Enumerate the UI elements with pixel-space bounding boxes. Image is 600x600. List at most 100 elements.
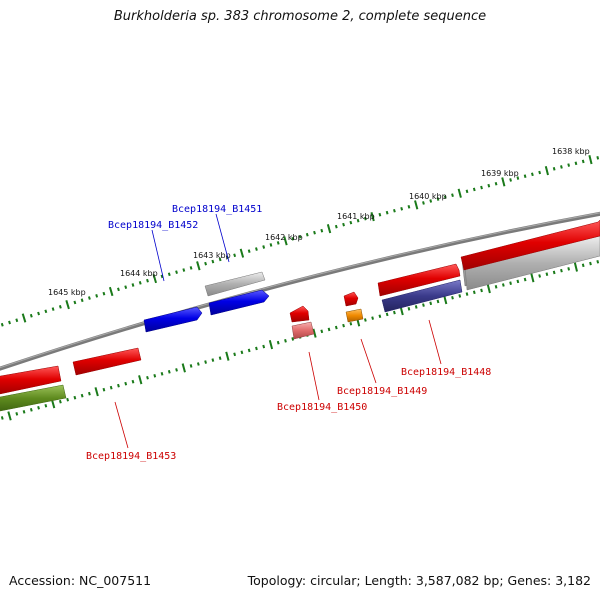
minor-tick xyxy=(400,206,404,211)
major-tick xyxy=(108,286,114,297)
minor-tick xyxy=(102,387,106,392)
minor-tick xyxy=(15,318,19,323)
minor-tick xyxy=(407,307,411,311)
minor-tick xyxy=(8,320,11,325)
gene-left-olive[interactable] xyxy=(0,384,67,412)
minor-tick xyxy=(146,375,149,380)
minor-tick xyxy=(443,195,447,199)
minor-tick xyxy=(44,403,48,408)
minor-tick xyxy=(269,243,273,247)
scale-label: 1641 kbp xyxy=(337,212,375,221)
major-tick xyxy=(501,177,506,187)
gene-b1452[interactable] xyxy=(143,306,203,333)
minor-tick xyxy=(494,285,498,289)
minor-tick xyxy=(117,383,120,388)
gene-label-b1451[interactable]: Bcep18194_B1451 xyxy=(172,204,262,215)
minor-tick xyxy=(385,312,389,317)
major-tick xyxy=(181,363,186,373)
major-tick xyxy=(7,411,12,421)
minor-tick xyxy=(255,346,258,351)
gene-label-b1452[interactable]: Bcep18194_B1452 xyxy=(108,220,198,231)
minor-tick xyxy=(342,222,345,227)
major-tick xyxy=(94,387,99,397)
minor-tick xyxy=(233,253,237,258)
minor-tick xyxy=(436,299,440,304)
gene-label-b1449[interactable]: Bcep18194_B1449 xyxy=(337,386,427,397)
scale-label: 1638 kbp xyxy=(552,147,590,156)
minor-tick xyxy=(596,156,600,160)
minor-tick xyxy=(204,360,207,364)
major-tick xyxy=(225,351,230,361)
minor-tick xyxy=(29,313,33,318)
minor-tick xyxy=(117,287,120,292)
major-tick xyxy=(370,212,375,222)
minor-tick xyxy=(414,305,418,309)
gene-label-b1448[interactable]: Bcep18194_B1448 xyxy=(401,367,491,378)
gene-label-b1450[interactable]: Bcep18194_B1450 xyxy=(277,402,367,413)
gene-b1451[interactable] xyxy=(208,289,270,316)
minor-tick xyxy=(560,165,563,169)
major-tick xyxy=(544,166,549,176)
minor-tick xyxy=(160,372,164,376)
gene-b1450-pink[interactable] xyxy=(291,321,315,340)
minor-tick xyxy=(218,257,222,262)
major-tick xyxy=(152,273,157,284)
major-tick xyxy=(239,248,245,258)
minor-tick xyxy=(363,216,367,221)
major-tick xyxy=(486,284,491,294)
gene-label-b1453[interactable]: Bcep18194_B1453 xyxy=(86,451,176,462)
minor-tick xyxy=(240,350,244,355)
minor-tick xyxy=(385,210,389,215)
minor-tick xyxy=(320,228,324,233)
leader-line-b1448 xyxy=(428,319,442,365)
minor-tick xyxy=(284,339,287,343)
minor-tick xyxy=(480,288,483,293)
leader-line-b1450 xyxy=(308,351,320,401)
minor-tick xyxy=(523,174,527,179)
minor-tick xyxy=(349,220,353,225)
minor-tick xyxy=(247,348,251,353)
minor-tick xyxy=(465,189,469,194)
minor-tick xyxy=(363,318,367,322)
minor-tick xyxy=(182,268,186,272)
major-tick xyxy=(21,313,27,323)
minor-tick xyxy=(356,218,360,223)
gene-b1448-red[interactable] xyxy=(460,219,600,271)
gene-b1450[interactable] xyxy=(289,305,310,323)
minor-tick xyxy=(422,201,425,205)
minor-tick xyxy=(138,281,142,285)
major-tick xyxy=(326,224,332,234)
minor-tick xyxy=(465,292,469,296)
minor-tick xyxy=(371,316,374,320)
minor-tick xyxy=(109,385,113,390)
scale-label: 1642 kbp xyxy=(265,233,303,242)
gene-b1448[interactable] xyxy=(377,263,461,297)
minor-tick xyxy=(313,230,316,235)
gene-b1449-orange[interactable] xyxy=(345,308,364,323)
gene-b1451-gray[interactable] xyxy=(204,271,266,297)
minor-tick xyxy=(320,329,324,334)
gene-b1449[interactable] xyxy=(343,291,359,307)
minor-tick xyxy=(233,352,237,357)
scale-label: 1644 kbp xyxy=(120,269,158,278)
gene-b1448-navy[interactable] xyxy=(381,279,463,313)
minor-tick xyxy=(451,193,454,197)
minor-tick xyxy=(378,314,382,319)
minor-tick xyxy=(472,290,476,295)
minor-tick xyxy=(22,410,26,414)
minor-tick xyxy=(378,212,382,217)
minor-tick xyxy=(429,199,433,203)
minor-tick xyxy=(327,327,331,332)
outer-scale-ruler xyxy=(0,155,600,327)
minor-tick xyxy=(538,170,542,175)
minor-tick xyxy=(523,277,527,282)
minor-tick xyxy=(211,259,215,264)
gene-b1453[interactable] xyxy=(72,347,142,376)
minor-tick xyxy=(552,167,556,171)
gene-left-red[interactable] xyxy=(0,365,62,395)
minor-tick xyxy=(472,187,476,192)
minor-tick xyxy=(334,224,338,229)
minor-tick xyxy=(393,310,396,315)
minor-tick xyxy=(131,379,135,384)
